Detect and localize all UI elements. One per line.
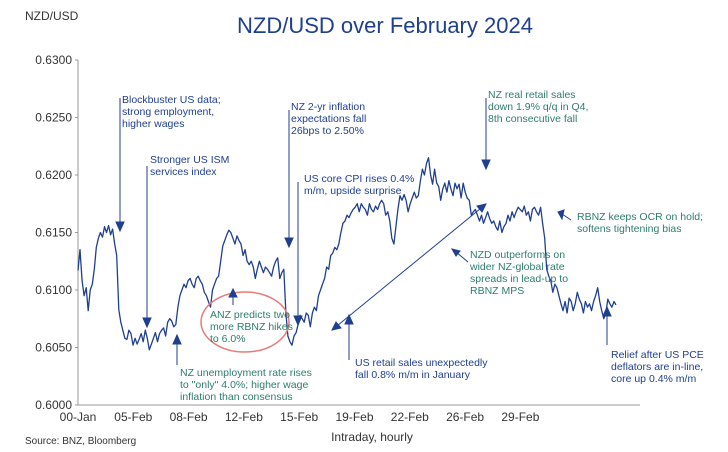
annotation-text: Stronger US ISM services index xyxy=(150,154,229,178)
x-tick-label: 15-Feb xyxy=(280,410,318,424)
y-tick-labels: 0.6000 0.6050 0.6100 0.6150 0.6200 0.6250 0.63… xyxy=(35,53,78,412)
y-tick-label: 0.6300 xyxy=(35,53,72,67)
annotation-arrows xyxy=(115,98,612,365)
chart-title: NZD/USD over February 2024 xyxy=(237,13,533,38)
x-tick-label: 12-Feb xyxy=(225,410,263,424)
x-tick-labels: 00-Jan 05-Feb 08-Feb 12-Feb 15-Feb 19-Feb 22-F… xyxy=(60,410,540,424)
y-tick-label: 0.6050 xyxy=(35,341,72,355)
annotation-text: ANZ predicts two more RBNZ hikes to 6.0% xyxy=(210,309,293,345)
x-tick-label: 00-Jan xyxy=(60,410,97,424)
y-tick-label: 0.6000 xyxy=(35,398,72,412)
annotation-text: NZ 2-yr inflation expectations fall 26bps … xyxy=(291,101,366,137)
y-tick-label: 0.6150 xyxy=(35,226,72,240)
y-tick-label: 0.6200 xyxy=(35,168,72,182)
x-axis-label: Intraday, hourly xyxy=(331,430,413,444)
x-tick-label: 22-Feb xyxy=(391,410,429,424)
x-tick-label: 05-Feb xyxy=(114,410,152,424)
annotation-text: Blockbuster US data; strong employment, hi… xyxy=(122,94,221,130)
x-tick-label: 26-Feb xyxy=(446,410,484,424)
x-tick-label: 29-Feb xyxy=(501,410,539,424)
y-tick-label: 0.6250 xyxy=(35,111,72,125)
annotation-text: NZD outperforms on wider NZ-global rate sp… xyxy=(469,249,568,297)
highlight-circle xyxy=(200,291,290,353)
y-axis-label: NZD/USD xyxy=(25,9,79,23)
annotation-text: US core CPI rises 0.4% m/m, upside surpri… xyxy=(304,173,414,197)
annotations: Blockbuster US data; strong employment, hi… xyxy=(122,89,704,403)
annotation-text: US retail sales unexpectedly fall 0.8% m/… xyxy=(355,357,488,381)
y-tick-label: 0.6100 xyxy=(35,283,72,297)
series-line xyxy=(77,157,617,351)
annotation-text: RBNZ keeps OCR on hold; softens tightenin… xyxy=(577,211,703,235)
x-tick-label: 19-Feb xyxy=(335,410,373,424)
annotation-text: Relief after US PCE deflators are in-line… xyxy=(611,349,704,385)
annotation-text: NZ unemployment rate rises to "only" 4.0%… xyxy=(180,367,312,403)
annotation-text: NZ real retail sales down 1.9% q/q in Q4,… xyxy=(488,89,588,125)
x-tick-label: 08-Feb xyxy=(170,410,208,424)
source-note: Source: BNZ, Bloomberg xyxy=(25,436,136,447)
